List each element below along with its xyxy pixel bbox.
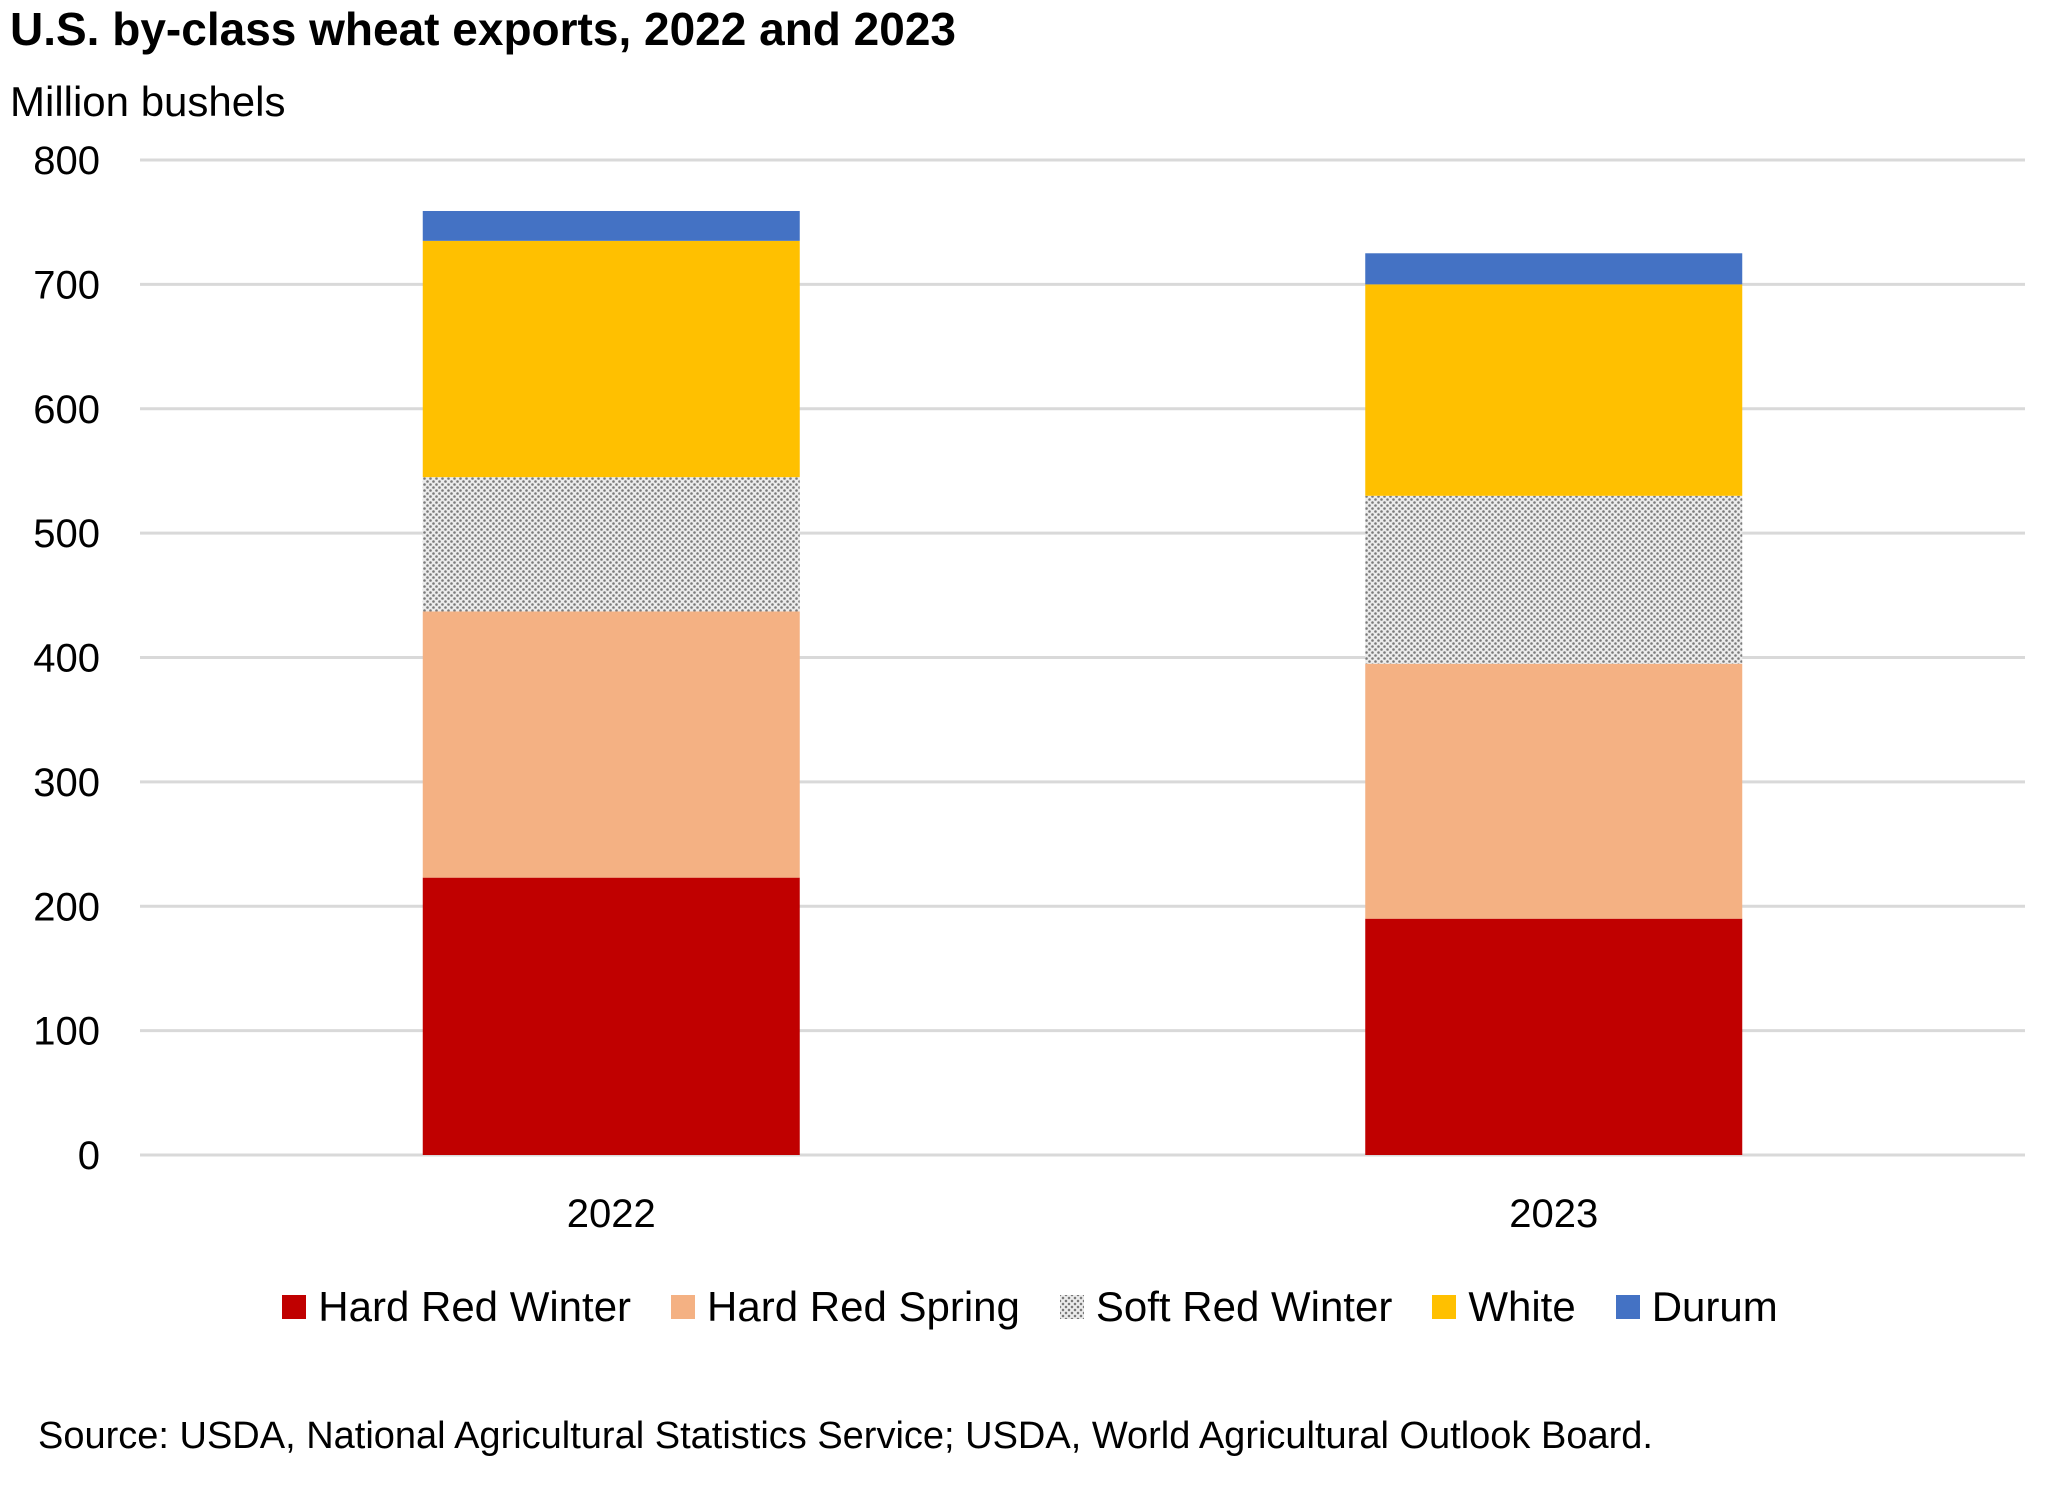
bar-2023-soft-red-winter [1365, 495, 1743, 664]
bar-2023-durum [1365, 253, 1743, 285]
legend-item: Durum [1615, 1283, 1778, 1331]
legend-item: Hard Red Spring [671, 1283, 1020, 1331]
bar-2022-soft-red-winter [422, 477, 800, 612]
legend-swatch [1059, 1295, 1084, 1319]
legend-item: Hard Red Winter [282, 1283, 631, 1331]
chart-title: U.S. by-class wheat exports, 2022 and 20… [10, 3, 957, 55]
legend-swatch [1432, 1295, 1457, 1319]
bar-2023-hard-red-winter [1365, 918, 1743, 1155]
legend-label: Durum [1651, 1283, 1778, 1330]
chart-plot: 0 100 200 300 400 500 600 700 800 2022 2023 [33, 139, 2025, 1236]
y-tick-label: 800 [33, 139, 100, 183]
legend-swatch [282, 1295, 307, 1319]
bar-2023-white [1365, 284, 1743, 496]
x-tick-label: 2022 [567, 1192, 656, 1236]
x-tick-label: 2023 [1509, 1192, 1598, 1236]
legend-label: Hard Red Spring [707, 1283, 1020, 1330]
y-tick-label: 0 [78, 1134, 100, 1178]
bar-2023-hard-red-spring [1365, 663, 1743, 919]
legend-item: Soft Red Winter [1059, 1283, 1393, 1331]
bar-2022-hard-red-winter [422, 877, 800, 1155]
y-tick-label: 400 [33, 637, 100, 681]
bar-2022-white [422, 240, 800, 478]
legend-label: White [1468, 1283, 1576, 1330]
y-tick-label: 100 [33, 1010, 100, 1054]
y-tick-label: 300 [33, 761, 100, 805]
y-axis-unit-label: Million bushels [10, 78, 286, 125]
bar-2022-durum [422, 210, 800, 241]
bar-2022-hard-red-spring [422, 611, 800, 878]
y-tick-label: 200 [33, 885, 100, 929]
legend-swatch [671, 1295, 696, 1319]
legend-label: Hard Red Winter [318, 1283, 632, 1330]
legend-label: Soft Red Winter [1095, 1283, 1393, 1330]
legend-item: White [1432, 1283, 1576, 1331]
y-tick-label: 700 [33, 263, 100, 307]
legend: Hard Red Winter Hard Red Spring Soft Red W… [0, 1283, 2060, 1331]
y-tick-label: 600 [33, 388, 100, 432]
y-tick-label: 500 [33, 512, 100, 556]
source-note: Source: USDA, National Agricultural Stat… [38, 1415, 1653, 1457]
legend-swatch [1615, 1295, 1640, 1319]
